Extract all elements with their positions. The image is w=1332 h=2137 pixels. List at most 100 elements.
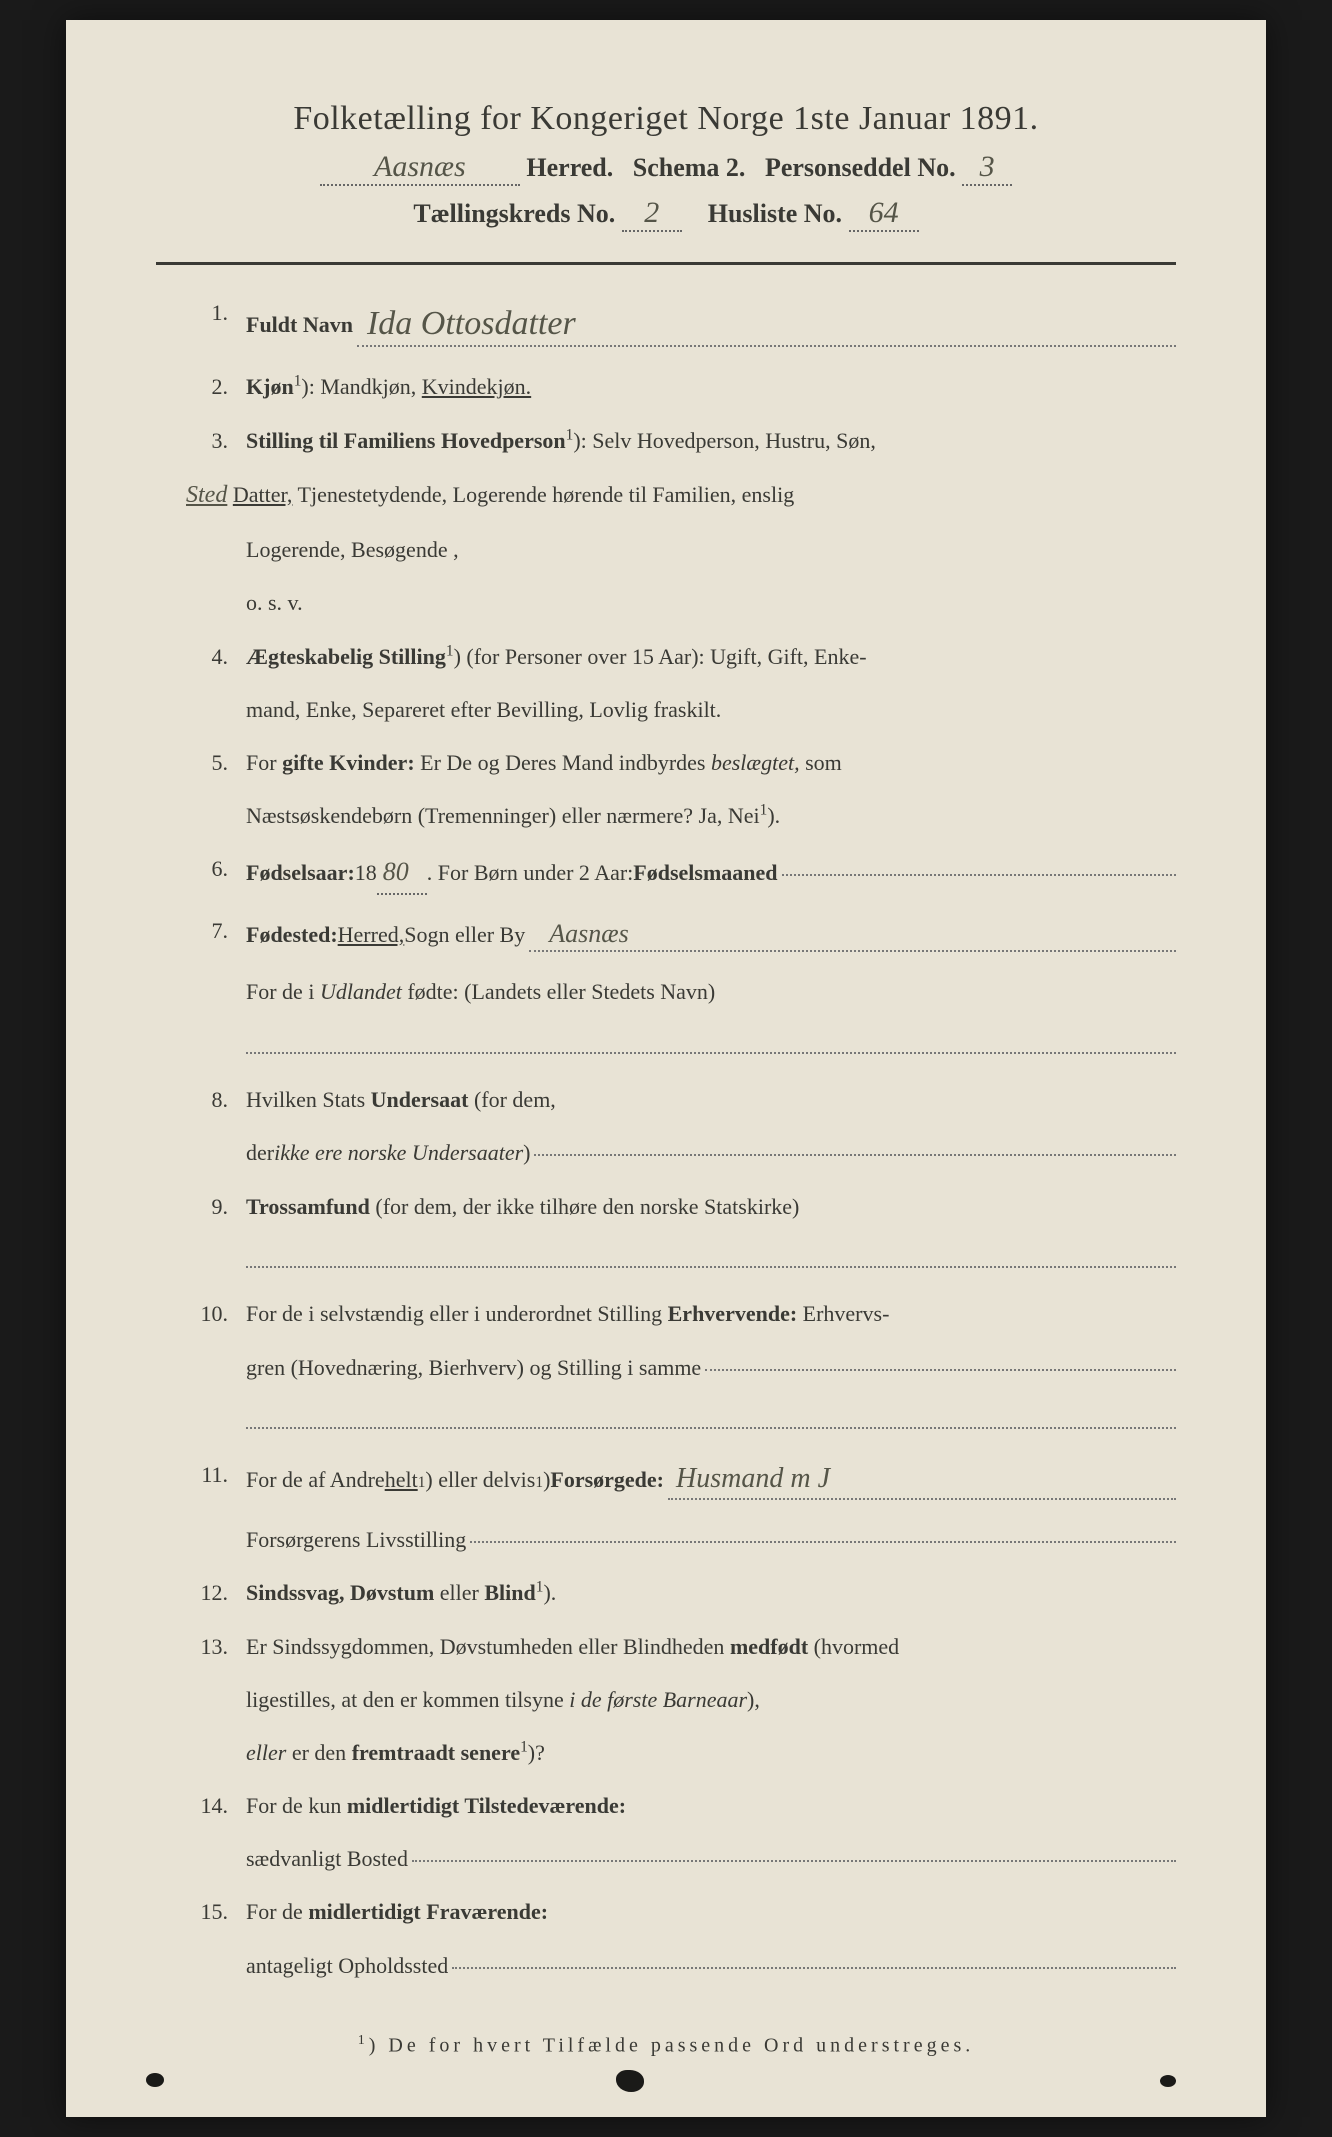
row-1: 1. Fuldt Navn Ida Ottosdatter [196, 295, 1176, 351]
row-10-line1a: For de i selvstændig eller i underordnet… [246, 1301, 668, 1326]
row-11: 11. For de af Andre helt1) eller delvis1… [196, 1457, 1176, 1504]
row-3-cont3: o. s. v. [196, 585, 1176, 620]
row-10-line2: gren (Hovednæring, Bierhverv) og Stillin… [246, 1350, 701, 1385]
row-5-ital: beslægtet, [711, 750, 800, 775]
row-num: 13. [196, 1629, 246, 1664]
row-13-line3b: er den [286, 1740, 351, 1765]
main-title: Folketælling for Kongeriget Norge 1ste J… [156, 100, 1176, 138]
livsstilling-field [470, 1541, 1176, 1543]
row-6-mid: . For Børn under 2 Aar: [427, 855, 634, 890]
row-9-blank [196, 1242, 1176, 1279]
ink-blot-icon [1160, 2075, 1176, 2087]
schema-label: Schema 2. [633, 153, 746, 182]
row-num: 2. [196, 369, 246, 404]
row-6: 6. Fødselsaar: 1880. For Børn under 2 Aa… [196, 851, 1176, 895]
row-9: 9. Trossamfund (for dem, der ikke tilhør… [196, 1189, 1176, 1224]
row-9-text: (for dem, der ikke tilhøre den norske St… [370, 1194, 799, 1219]
name-value: Ida Ottosdatter [357, 297, 576, 351]
row-15-line2: antageligt Opholdssted [246, 1948, 448, 1983]
divider [156, 262, 1176, 265]
row-5-cont: Næstsøskendebørn (Tremenninger) eller næ… [196, 798, 1176, 833]
taellingskreds-label: Tællingskreds No. [413, 199, 615, 228]
row-14-bold: midlertidigt Tilstedeværende: [347, 1793, 626, 1818]
row-7-ital: Udlandet [320, 979, 402, 1004]
row-5: 5. For gifte Kvinder: Er De og Deres Man… [196, 745, 1176, 780]
row-num: 10. [196, 1296, 246, 1331]
row-13-line3a: eller [246, 1740, 286, 1765]
row-12: 12. Sindssvag, Døvstum eller Blind1). [196, 1575, 1176, 1610]
row-3-cont1: Sted Datter, Tjenestetydende, Logerende … [136, 476, 1176, 514]
row-3-cont2: Logerende, Besøgende , [196, 532, 1176, 567]
husliste-value: 64 [869, 196, 899, 230]
row-3-label: Stilling til Familiens Hovedperson [246, 428, 566, 453]
row-num: 5. [196, 745, 246, 780]
month-field [782, 874, 1176, 876]
herred-field: Aasnæs [320, 150, 520, 186]
row-num: 12. [196, 1575, 246, 1610]
form-body: 1. Fuldt Navn Ida Ottosdatter 2. Kjøn1):… [156, 295, 1176, 1983]
herred-label: Herred. [526, 153, 613, 182]
row-7-line2b: fødte: (Landets eller Stedets Navn) [402, 979, 715, 1004]
row-5-line1: Er De og Deres Mand indbyrdes [415, 750, 711, 775]
row-12-text2: ). [543, 1580, 556, 1605]
row-num: 15. [196, 1894, 246, 1929]
row-num: 9. [196, 1189, 246, 1224]
row-3-prefix-hand: Sted [186, 482, 227, 508]
row-num: 11. [196, 1457, 246, 1492]
husliste-field: 64 [849, 196, 919, 232]
personseddel-field: 3 [962, 150, 1012, 186]
row-13-line2b: ), [747, 1687, 760, 1712]
row-num: 14. [196, 1788, 246, 1823]
row-5-bold: gifte Kvinder: [282, 750, 415, 775]
row-7: 7. Fødested: Herred, Sogn eller By Aasnæ… [196, 913, 1176, 957]
herred-value: Aasnæs [374, 150, 466, 184]
row-7-label: Fødested: [246, 917, 338, 952]
year-field: 80 [377, 851, 427, 895]
year-value: 80 [383, 857, 409, 886]
row-8: 8. Hvilken Stats Undersaat (for dem, [196, 1082, 1176, 1117]
personseddel-label: Personseddel No. [765, 153, 956, 182]
row-10-cont: gren (Hovednæring, Bierhverv) og Stillin… [196, 1350, 1176, 1385]
row-5-line2b: ). [767, 803, 780, 828]
row-11-line2: Forsørgerens Livsstilling [246, 1522, 466, 1557]
row-11-line1a: For de af Andre [246, 1462, 385, 1497]
subtitle-row-2: Tællingskreds No. 2 Husliste No. 64 [156, 196, 1176, 232]
row-12-bold: Sindssvag, Døvstum [246, 1580, 434, 1605]
footnote: 1) De for hvert Tilfælde passende Ord un… [156, 2033, 1176, 2058]
row-15: 15. For de midlertidigt Fraværende: [196, 1894, 1176, 1929]
row-6-label: Fødselsaar: [246, 855, 355, 890]
personseddel-value: 3 [980, 150, 995, 184]
sup: 1 [418, 1471, 426, 1496]
row-8-line1b: (for dem, [468, 1087, 555, 1112]
birthplace-field: Aasnæs [529, 909, 1176, 953]
census-document: Folketælling for Kongeriget Norge 1ste J… [66, 20, 1266, 2117]
row-13-bold1: medfødt [730, 1634, 808, 1659]
row-8-line2b: ) [523, 1135, 530, 1170]
row-12-bold2: Blind [484, 1580, 535, 1605]
row-11-u1: helt [385, 1462, 418, 1497]
row-11-bold: Forsørgede: [550, 1462, 664, 1497]
row-2-text: ): Mandkjøn, [301, 374, 421, 399]
row-13-bold2: fremtraadt senere [352, 1740, 520, 1765]
row-15-line1a: For de [246, 1899, 308, 1924]
opholdssted-field [452, 1967, 1176, 1969]
forsorget-value: Husmand m J [668, 1463, 830, 1494]
row-14-line2: sædvanligt Bosted [246, 1841, 408, 1876]
name-field: Ida Ottosdatter [357, 291, 1176, 347]
row-num: 3. [196, 423, 246, 458]
row-num: 8. [196, 1082, 246, 1117]
row-8-line1a: Hvilken Stats [246, 1087, 371, 1112]
row-6-label2: Fødselsmaaned [633, 855, 777, 890]
row-4-cont: mand, Enke, Separeret efter Bevilling, L… [196, 692, 1176, 727]
row-13-cont1: ligestilles, at den er kommen tilsyne i … [196, 1682, 1176, 1717]
row-8-ital: ikke ere norske Undersaater [274, 1135, 523, 1170]
row-14-line1a: For de kun [246, 1793, 347, 1818]
row-4-label: Ægteskabelig Stilling [246, 644, 446, 669]
row-2: 2. Kjøn1): Mandkjøn, Kvindekjøn. [196, 369, 1176, 404]
row-13: 13. Er Sindssygdommen, Døvstumheden elle… [196, 1629, 1176, 1664]
undersaat-field [534, 1154, 1176, 1156]
row-3: 3. Stilling til Familiens Hovedperson1):… [196, 423, 1176, 458]
row-12-text: eller [434, 1580, 484, 1605]
sup: 1 [446, 642, 454, 659]
bosted-field [412, 1860, 1176, 1862]
